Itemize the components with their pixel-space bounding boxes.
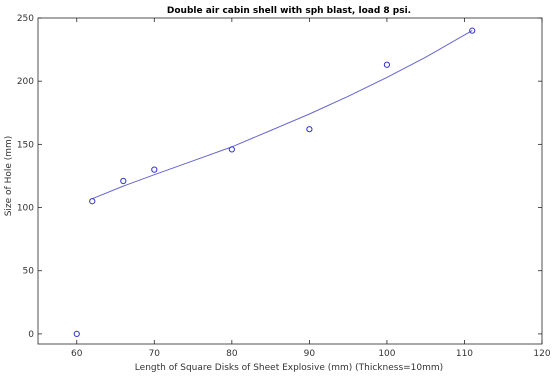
data-point xyxy=(383,61,391,68)
y-tick-label: 150 xyxy=(17,140,34,150)
data-point xyxy=(120,177,127,185)
x-tick-label: 110 xyxy=(456,349,473,359)
data-point xyxy=(469,27,476,34)
x-tick-label: 70 xyxy=(149,349,161,359)
x-tick-label: 80 xyxy=(226,349,238,359)
y-tick-label: 100 xyxy=(17,204,34,214)
y-tick-label: 200 xyxy=(17,77,34,87)
y-tick-label: 250 xyxy=(17,14,34,24)
y-tick-label: 50 xyxy=(23,267,35,277)
y-axis-title: Size of Hole (mm) xyxy=(4,136,14,217)
data-points-layer xyxy=(73,27,476,337)
x-tick-label: 60 xyxy=(71,349,83,359)
data-point xyxy=(228,146,235,153)
data-point xyxy=(151,166,158,173)
data-point xyxy=(73,330,80,337)
data-point xyxy=(306,126,313,133)
x-tick-label: 90 xyxy=(304,349,316,359)
x-tick-label: 100 xyxy=(378,349,395,359)
plot-area xyxy=(37,17,543,345)
data-point xyxy=(89,198,96,205)
x-tick-label: 120 xyxy=(533,349,550,359)
x-axis-title: Length of Square Disks of Sheet Explosiv… xyxy=(135,363,443,373)
y-axis: 0 50 100 150 200 250 xyxy=(17,14,542,340)
x-axis: 60 70 80 90 100 110 120 xyxy=(71,18,551,359)
chart-title: Double air cabin shell with sph blast, l… xyxy=(167,6,411,16)
y-tick-label: 0 xyxy=(28,330,34,340)
plot-frame xyxy=(37,17,543,345)
fit-curve-layer xyxy=(92,30,473,200)
fit-curve-line xyxy=(92,30,473,200)
